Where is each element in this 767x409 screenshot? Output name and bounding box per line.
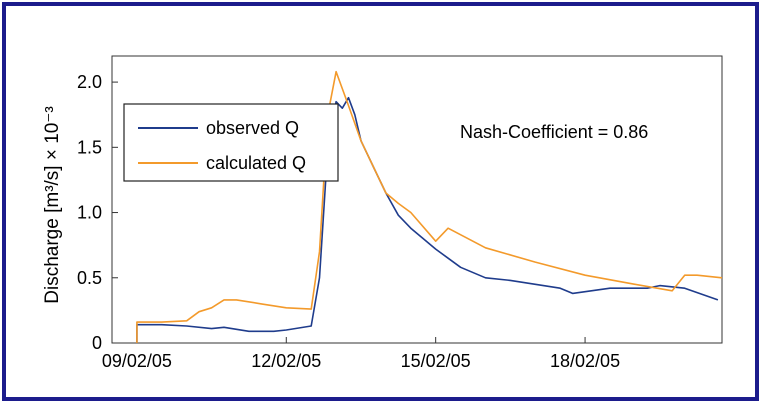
y-tick-label: 0.5 <box>77 268 102 288</box>
plot-area <box>111 55 723 344</box>
y-axis-title: Discharge [m³/s] × 10⁻³ <box>42 106 63 303</box>
legend: observed Q calculated Q <box>123 103 339 182</box>
x-tick-label: 12/02/05 <box>251 351 321 371</box>
x-tick-label: 09/02/05 <box>102 351 172 371</box>
y-tick-label: 0 <box>92 333 102 353</box>
x-tick-label: 18/02/05 <box>550 351 620 371</box>
x-axis: 09/02/05 12/02/05 15/02/05 18/02/05 <box>102 337 620 371</box>
x-tick-label: 15/02/05 <box>401 351 471 371</box>
y-tick-label: 2.0 <box>77 72 102 92</box>
series-layer <box>136 70 723 343</box>
y-axis: 0 0.5 1.0 1.5 2.0 <box>77 72 118 353</box>
series-line-calculated <box>136 70 723 343</box>
legend-label-observed: observed Q <box>206 118 299 138</box>
nash-coefficient-annotation: Nash-Coefficient = 0.86 <box>460 122 648 142</box>
y-tick-label: 1.5 <box>77 137 102 157</box>
legend-box <box>123 103 339 182</box>
y-tick-label: 1.0 <box>77 203 102 223</box>
legend-label-calculated: calculated Q <box>206 153 306 173</box>
